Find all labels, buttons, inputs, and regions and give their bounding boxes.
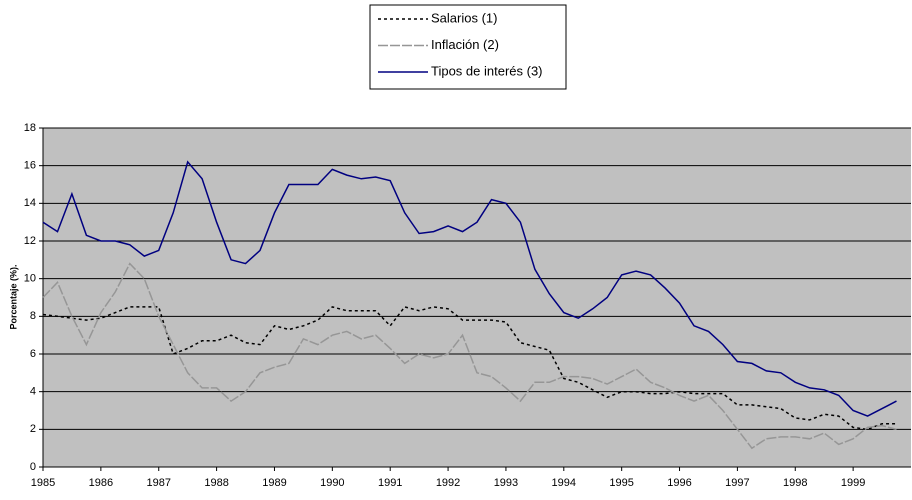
x-tick-label: 1989 bbox=[262, 477, 286, 489]
y-tick-label: 12 bbox=[24, 235, 36, 247]
y-tick-label: 2 bbox=[30, 423, 36, 435]
x-tick-label: 1993 bbox=[494, 477, 518, 489]
x-tick-label: 1996 bbox=[667, 477, 691, 489]
y-tick-label: 8 bbox=[30, 310, 36, 322]
x-tick-label: 1987 bbox=[146, 477, 170, 489]
x-tick-label: 1995 bbox=[609, 477, 633, 489]
x-tick-label: 1998 bbox=[783, 477, 807, 489]
x-tick-label: 1994 bbox=[552, 477, 576, 489]
x-tick-label: 1990 bbox=[320, 477, 344, 489]
x-tick-label: 1985 bbox=[31, 477, 55, 489]
y-tick-label: 16 bbox=[24, 160, 36, 172]
y-tick-label: 14 bbox=[24, 197, 36, 209]
legend-label: Salarios (1) bbox=[431, 10, 497, 25]
plot-area bbox=[43, 128, 911, 467]
y-axis-label: Porcentaje (%). bbox=[8, 264, 18, 329]
x-tick-label: 1988 bbox=[204, 477, 228, 489]
x-tick-label: 1992 bbox=[436, 477, 460, 489]
legend-label: Tipos de interés (3) bbox=[431, 63, 543, 78]
x-tick-label: 1991 bbox=[378, 477, 402, 489]
x-tick-label: 1997 bbox=[725, 477, 749, 489]
y-tick-label: 10 bbox=[24, 273, 36, 285]
y-tick-label: 0 bbox=[30, 461, 36, 473]
series-line bbox=[42, 306, 897, 431]
x-tick-label: 1999 bbox=[841, 477, 865, 489]
y-tick-label: 6 bbox=[30, 348, 36, 360]
series-line bbox=[42, 262, 897, 450]
y-tick-label: 18 bbox=[24, 122, 36, 134]
legend-label: Inflación (2) bbox=[431, 37, 499, 52]
x-tick-label: 1986 bbox=[89, 477, 113, 489]
series-line bbox=[42, 160, 897, 417]
y-tick-label: 4 bbox=[30, 386, 36, 398]
